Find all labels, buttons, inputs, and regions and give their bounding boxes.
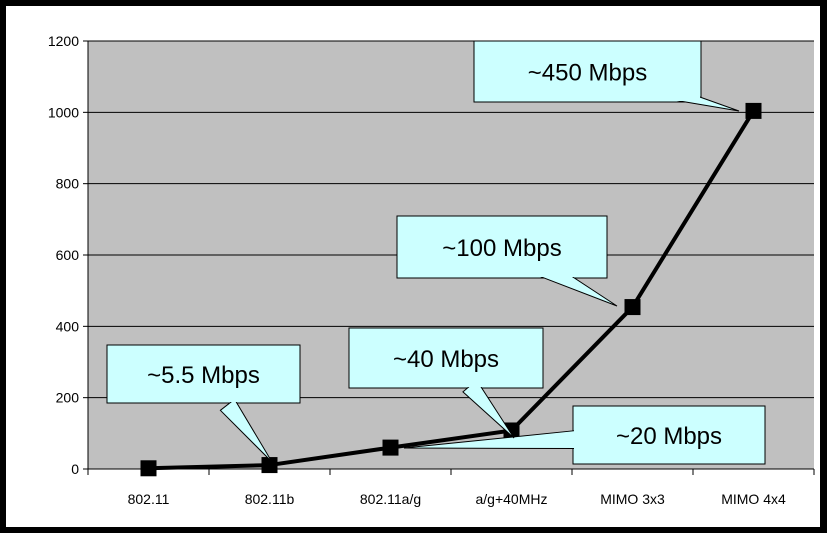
callout: ~5.5 Mbps bbox=[106, 344, 301, 463]
chart-frame: 0 200 400 600 800 1000 1200 802.11 802.11b 802.11… bbox=[6, 6, 820, 527]
data-point bbox=[261, 457, 278, 474]
data-point bbox=[745, 102, 762, 119]
y-tick-label: 200 bbox=[56, 390, 80, 406]
callout-fill bbox=[475, 42, 700, 101]
x-tick-label: 802.11 bbox=[128, 491, 170, 507]
callout-fill bbox=[574, 407, 764, 463]
x-tick-label: MIMO 4x4 bbox=[721, 491, 786, 507]
callout: ~40 Mbps bbox=[348, 327, 544, 439]
callout-fill bbox=[350, 329, 542, 387]
data-point bbox=[382, 439, 399, 456]
callout: ~450 Mbps bbox=[473, 40, 740, 112]
callout: ~20 Mbps bbox=[403, 405, 766, 465]
x-tick-label: 802.11a/g bbox=[360, 491, 421, 507]
y-tick-label: 800 bbox=[56, 176, 80, 192]
data-point bbox=[140, 460, 157, 477]
y-tick-label: 1200 bbox=[48, 33, 79, 49]
series-line bbox=[148, 109, 756, 471]
callout-label: ~20 Mbps bbox=[616, 423, 722, 450]
callout-label: ~450 Mbps bbox=[528, 60, 647, 87]
data-point bbox=[503, 422, 520, 439]
callout-layer: ~5.5 Mbps ~20 Mbps ~40 Mbps ~100 Mbps ~450 M… bbox=[106, 40, 766, 465]
x-tick-label: MIMO 3x3 bbox=[600, 491, 665, 507]
callout: ~100 Mbps bbox=[396, 215, 618, 307]
callout-fill bbox=[108, 346, 299, 402]
series-layer bbox=[140, 102, 762, 477]
y-tick-label: 600 bbox=[56, 247, 80, 263]
data-point bbox=[624, 299, 641, 316]
callout-pointer bbox=[219, 398, 273, 463]
callout-label: ~40 Mbps bbox=[393, 346, 499, 373]
x-tick-label: 802.11b bbox=[245, 491, 295, 507]
y-tick-label: 1000 bbox=[48, 104, 79, 120]
y-tick-label: 400 bbox=[56, 318, 80, 334]
line-chart: 0 200 400 600 800 1000 1200 802.11 802.11b 802.11… bbox=[48, 33, 815, 507]
callout-label: ~5.5 Mbps bbox=[147, 362, 260, 389]
callout-fill bbox=[398, 217, 606, 277]
x-tick-label: a/g+40MHz bbox=[476, 491, 548, 507]
callout-label: ~100 Mbps bbox=[442, 235, 561, 262]
y-tick-label: 0 bbox=[71, 461, 79, 477]
axes: 0 200 400 600 800 1000 1200 802.11 802.11b 802.11… bbox=[48, 33, 815, 507]
